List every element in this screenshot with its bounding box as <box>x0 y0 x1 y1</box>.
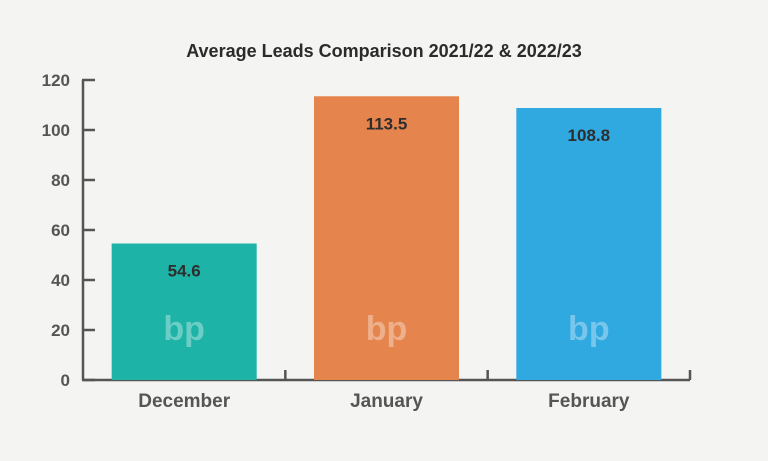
bar-february <box>516 108 662 380</box>
x-tick-label: January <box>350 391 423 412</box>
watermark-logo: bp <box>366 310 408 348</box>
y-tick-label: 40 <box>51 271 70 290</box>
x-tick-label: February <box>548 391 630 412</box>
data-label: 113.5 <box>366 114 408 133</box>
y-tick-label: 80 <box>51 171 70 190</box>
data-label: 54.6 <box>168 262 201 281</box>
bar-january <box>314 96 459 380</box>
y-tick-label: 20 <box>51 321 70 340</box>
data-label: 108.8 <box>568 126 611 145</box>
y-tick-label: 100 <box>42 121 70 140</box>
bar-december <box>111 243 257 380</box>
x-tick-label: December <box>138 391 230 412</box>
y-tick-label: 0 <box>61 371 70 390</box>
chart-title: Average Leads Comparison 2021/22 & 2022/… <box>186 41 582 61</box>
watermark-logo: bp <box>163 310 205 348</box>
watermark-logo: bp <box>568 310 610 348</box>
chart-marks: 0 20 40 60 80 100 120 54.6 bp December 113.5 bp Janu… <box>42 71 692 412</box>
y-tick-label: 60 <box>51 221 70 240</box>
y-tick-label: 120 <box>42 71 70 90</box>
